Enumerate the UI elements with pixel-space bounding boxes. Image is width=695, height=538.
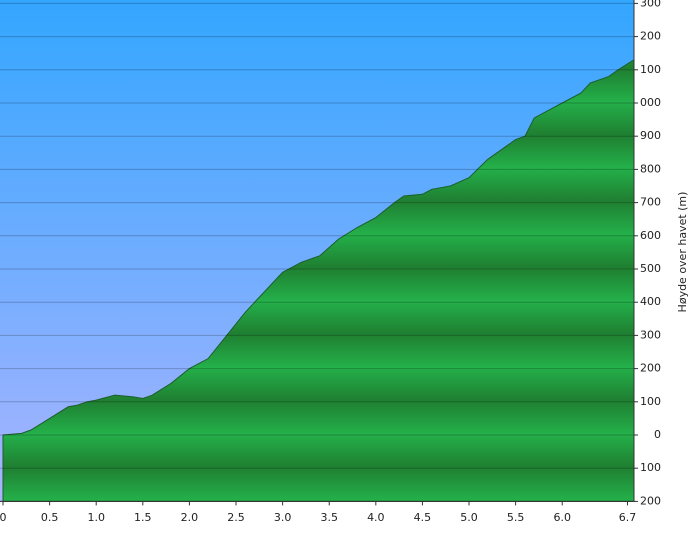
y-tick-label: 200 (640, 30, 661, 43)
y-tick-label: 100 (640, 63, 661, 76)
y-tick-label: 500 (640, 262, 661, 275)
y-tick-label: 300 (640, 0, 661, 9)
x-tick-label: 6.7 (619, 511, 637, 524)
x-tick-label: 3.0 (274, 511, 292, 524)
y-tick-label: 000 (640, 96, 661, 109)
x-tick-label: 6.0 (553, 511, 571, 524)
x-tick-label: 1.0 (87, 511, 105, 524)
x-tick-label: 0 (0, 511, 7, 524)
x-tick-label: 4.0 (367, 511, 385, 524)
x-tick-label: 5.5 (507, 511, 525, 524)
y-tick-label: 0 (654, 428, 661, 441)
y-tick-label: 200 (640, 362, 661, 375)
elevation-area (2, 58, 635, 502)
x-tick-label: 4.5 (414, 511, 432, 524)
y-tick-label: 100 (640, 461, 661, 474)
y-tick-label: 100 (640, 395, 661, 408)
y-tick-label: 700 (640, 196, 661, 209)
y-axis-label: Høyde over havet (m) (676, 192, 689, 313)
x-tick-label: 2.0 (181, 511, 199, 524)
y-tick-label: 400 (640, 295, 661, 308)
x-tick-label: 0.5 (41, 511, 59, 524)
y-tick-label: 600 (640, 229, 661, 242)
x-tick-label: 5.0 (460, 511, 478, 524)
x-tick-label: 1.5 (134, 511, 152, 524)
y-tick-label: 800 (640, 162, 661, 175)
y-tick-label: 300 (640, 328, 661, 341)
y-tick-label: 200 (640, 494, 661, 507)
y-tick-label: 900 (640, 129, 661, 142)
x-tick-label: 2.5 (227, 511, 245, 524)
x-tick-label: 3.5 (320, 511, 338, 524)
